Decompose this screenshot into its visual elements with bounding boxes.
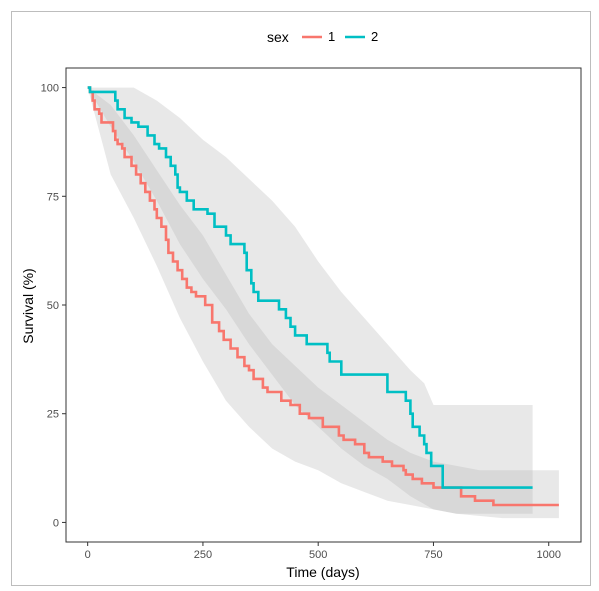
confidence-bands [87,87,559,519]
y-tick-label: 100 [41,83,59,95]
x-tick-label: 0 [85,549,91,561]
x-tick-label: 750 [424,549,442,561]
y-tick-label: 50 [47,300,59,312]
legend-label-series-1: 1 [328,29,335,44]
confidence-band-series-1 [87,87,559,519]
y-axis-title: Survival (%) [20,268,36,343]
survival-curve-series-2 [87,86,533,489]
survival-curves [87,86,559,507]
y-tick-label: 25 [47,409,59,421]
survival-curve-series-1 [87,86,559,507]
legend-label-series-2: 2 [371,29,378,44]
x-tick-label: 500 [309,549,327,561]
x-axis-title: Time (days) [286,564,359,580]
plot-frame [11,11,591,586]
confidence-band-series-2 [87,87,533,514]
y-tick-label: 75 [47,191,59,203]
legend: sex 1 2 [267,29,378,45]
y-tick-label: 0 [53,517,59,529]
legend-title: sex [267,29,289,45]
y-axis: 0 25 50 75 100 [41,83,66,529]
x-tick-label: 250 [194,549,212,561]
x-axis: 0 250 500 750 1000 [85,542,561,561]
x-tick-label: 1000 [536,549,560,561]
